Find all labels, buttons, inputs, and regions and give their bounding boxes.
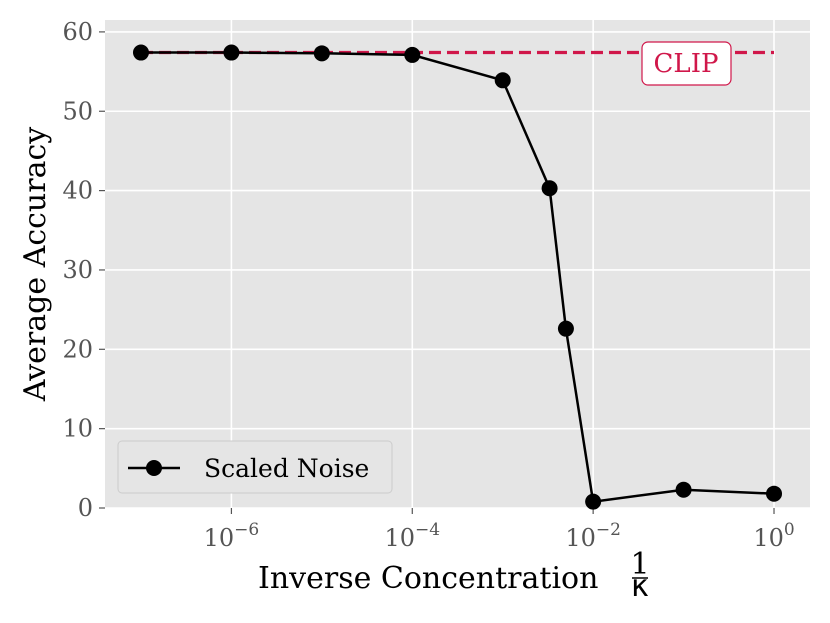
y-axis-ticks: 0 10 20 30 40 50 60 [62,18,105,522]
legend-label: Scaled Noise [204,454,369,483]
x-tick-label: 100 [753,520,794,552]
x-tick-label: 10−4 [384,520,440,552]
x-axis-label: Inverse Concentration 1 κ [258,547,650,604]
data-point [541,180,558,197]
y-tick-label: 50 [62,97,93,125]
data-point [404,46,421,63]
x-tick-exponent: −6 [234,520,259,540]
x-tick-exponent: −4 [415,520,440,540]
x-axis-label-fraction-denominator: κ [631,569,649,604]
x-axis-ticks: 10−6 10−4 10−2 100 [204,508,795,552]
x-tick-base: 10 [384,524,415,552]
legend-box [117,440,393,494]
x-tick-base: 10 [753,524,784,552]
x-tick-label: 10−6 [204,520,260,552]
y-tick-label: 0 [78,494,93,522]
series-line [141,51,775,504]
legend: Scaled Noise [117,440,393,494]
data-point [313,45,330,62]
y-axis-label: Average Accuracy [18,127,53,402]
clip-label-box [641,41,732,86]
x-tick-base: 10 [204,524,235,552]
data-point [585,493,602,510]
data-point [766,485,783,502]
data-point [223,44,240,61]
y-tick-label: 20 [62,335,93,363]
y-tick-label: 30 [62,256,93,284]
clip-label: CLIP [654,49,719,79]
x-tick-exponent: 0 [784,520,795,540]
series-scaled-noise [132,44,783,510]
clip-reference: CLIP [140,41,775,86]
x-tick-label: 10−2 [565,520,621,552]
grid-lines [105,20,810,509]
data-point [494,72,511,89]
x-axis-label-text: Inverse Concentration [258,561,598,596]
x-axis-label-fraction-numerator: 1 [630,547,649,582]
plot-background [105,20,810,508]
legend-marker-swatch [146,460,162,476]
x-tick-exponent: −2 [596,520,621,540]
x-tick-base: 10 [565,524,596,552]
data-point [557,320,574,337]
y-tick-label: 40 [62,177,93,205]
y-tick-label: 10 [62,415,93,443]
y-tick-label: 60 [62,18,93,46]
data-point [675,481,692,498]
data-point [132,44,149,61]
